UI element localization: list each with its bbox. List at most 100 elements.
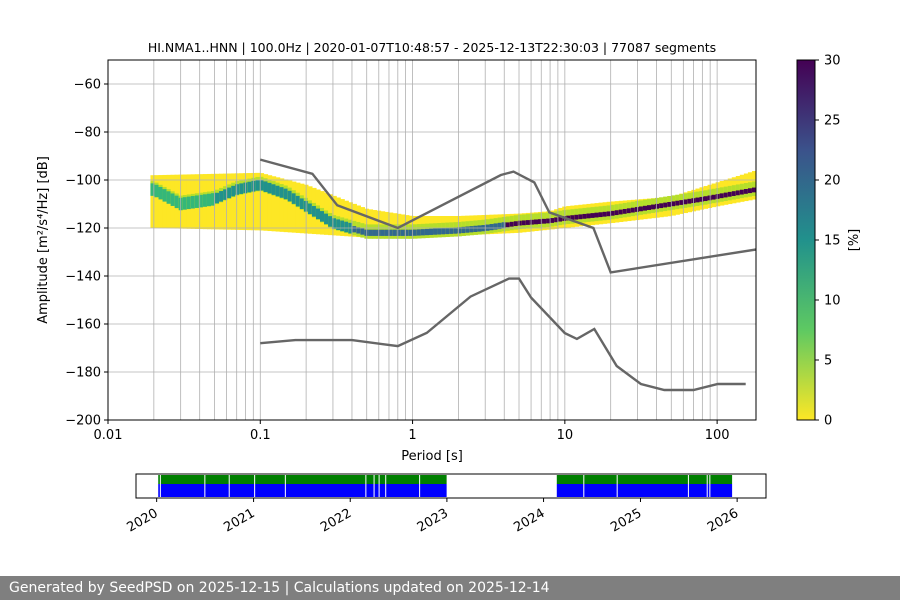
heatmap-cell-mode (542, 218, 547, 224)
heatmap-cell-low (227, 173, 232, 230)
timeline-coverage-blue (158, 484, 447, 497)
heatmap-cell-mode (267, 182, 273, 194)
heatmap-cell-mode (457, 227, 462, 234)
timeline-coverage-green (158, 475, 447, 484)
heatmap-cell-mode (412, 229, 418, 236)
heatmap-cell-low (235, 173, 240, 230)
heatmap-cell-low (368, 209, 374, 238)
heatmap-cell-mode (396, 229, 402, 236)
heatmap-cell-mode (546, 218, 551, 224)
heatmap-cell-mode (186, 196, 192, 210)
heatmap-cell-mode (320, 211, 325, 222)
psd-heatmap (150, 171, 756, 239)
heatmap-cell-low (247, 173, 252, 231)
heatmap-cell-low (150, 175, 156, 228)
heatmap-cell-mode (372, 229, 378, 236)
heatmap-cell-mode (315, 208, 321, 220)
heatmap-cell-mode (461, 226, 466, 234)
heatmap-cell-mode (211, 193, 216, 206)
heatmap-cell-mode (602, 211, 608, 217)
heatmap-cell-mode (307, 203, 313, 215)
heatmap-cell-mode (630, 207, 636, 213)
y-axis-label-text: Amplitude [m²/s⁴/Hz] [dB] (36, 156, 51, 324)
timeline-tick-label: 2020 (124, 506, 160, 536)
heatmap-cell-mode (162, 189, 168, 202)
heatmap-cell-mode (578, 214, 584, 220)
timeline-tick-label: 2023 (415, 506, 451, 536)
heatmap-cell-low (344, 200, 349, 237)
colorbar-tick-label: 0 (824, 414, 832, 429)
heatmap-cell-mode (206, 193, 212, 207)
heatmap-cell-mode (400, 229, 406, 236)
colorbar-label: [%] (847, 229, 862, 252)
timeline-tick-label: 2025 (608, 506, 644, 536)
timeline-tick-label: 2026 (705, 506, 741, 536)
heatmap-cell-mode (344, 221, 349, 233)
heatmap-cell-mode (509, 221, 515, 227)
heatmap-cell-low (291, 181, 297, 233)
colorbar-tick-label: 5 (824, 354, 832, 369)
heatmap-cell-mode (182, 197, 188, 210)
heatmap-cell-mode (299, 198, 305, 209)
x-tick-label: 1 (408, 428, 416, 443)
heatmap-cell-mode (259, 179, 265, 191)
heatmap-cell-mode (723, 192, 729, 198)
y-tick-label: −200 (65, 414, 101, 429)
heatmap-cell-mode (194, 195, 200, 208)
heatmap-cell-low (283, 179, 289, 233)
heatmap-cell-mode (408, 229, 414, 236)
heatmap-cell-mode (202, 194, 208, 207)
heatmap-cell-mode (590, 213, 596, 218)
heatmap-cell-mode (255, 180, 261, 191)
heatmap-cell-mode (469, 226, 475, 233)
heatmap-cell-mode (295, 195, 301, 207)
heatmap-cell-mode (594, 212, 600, 218)
colorbar-tick-label: 15 (824, 234, 841, 249)
heatmap-cell-low (158, 175, 164, 229)
heatmap-cell-mode (679, 200, 684, 205)
heatmap-cell-mode (215, 192, 220, 204)
plot-frame (107, 59, 757, 421)
heatmap-cell-mode (610, 210, 616, 216)
x-tick-label: 0.1 (250, 428, 271, 443)
heatmap-cell-mode (287, 190, 293, 202)
heatmap-cell-mode (174, 195, 180, 209)
heatmap-cell-mode (219, 191, 224, 202)
heatmap-cell-mode (570, 215, 575, 221)
heatmap-cell-mode (655, 203, 660, 209)
heatmap-cell-mode (328, 216, 333, 227)
heatmap-cell-mode (291, 193, 297, 204)
x-tick-label: 10 (557, 428, 574, 443)
heatmap-cell-mode (715, 194, 721, 199)
heatmap-cell-low (287, 180, 293, 233)
heatmap-cell-mode (154, 184, 160, 198)
heatmap-cell-low (255, 172, 261, 231)
y-tick-label: −180 (65, 366, 101, 381)
heatmap-cell-mode (586, 213, 592, 219)
heatmap-cell-mode (695, 197, 701, 203)
y-tick-label: −80 (74, 126, 101, 141)
colorbar (796, 59, 816, 421)
heatmap-cell-mode (533, 219, 539, 225)
heatmap-cell-mode (404, 229, 410, 236)
heatmap-cell-mode (699, 196, 705, 202)
heatmap-cell-mode (275, 185, 281, 197)
x-tick-label: 0.01 (94, 428, 123, 443)
noise-model-curves (259, 158, 756, 392)
heatmap-cell-mode (622, 208, 628, 214)
heatmap-cell-mode (626, 208, 632, 214)
heatmap-cell-mode (687, 198, 693, 204)
heatmap-cell-mode (150, 183, 156, 196)
x-tick-label: 100 (705, 428, 730, 443)
y-tick-label: −120 (65, 222, 101, 237)
heatmap-cell-low (352, 203, 357, 237)
heatmap-cell-mode (711, 194, 717, 200)
heatmap-cell-mode (618, 209, 624, 215)
heatmap-cell-low (239, 173, 244, 230)
y-tick-label: −160 (65, 318, 101, 333)
heatmap-cell-mode (493, 223, 499, 230)
heatmap-cell-mode (247, 181, 252, 193)
heatmap-cell-mode (198, 194, 204, 208)
footer: Generated by SeedPSD on 2025-12-15 | Cal… (0, 576, 900, 600)
heatmap-cell-mode (352, 226, 357, 233)
